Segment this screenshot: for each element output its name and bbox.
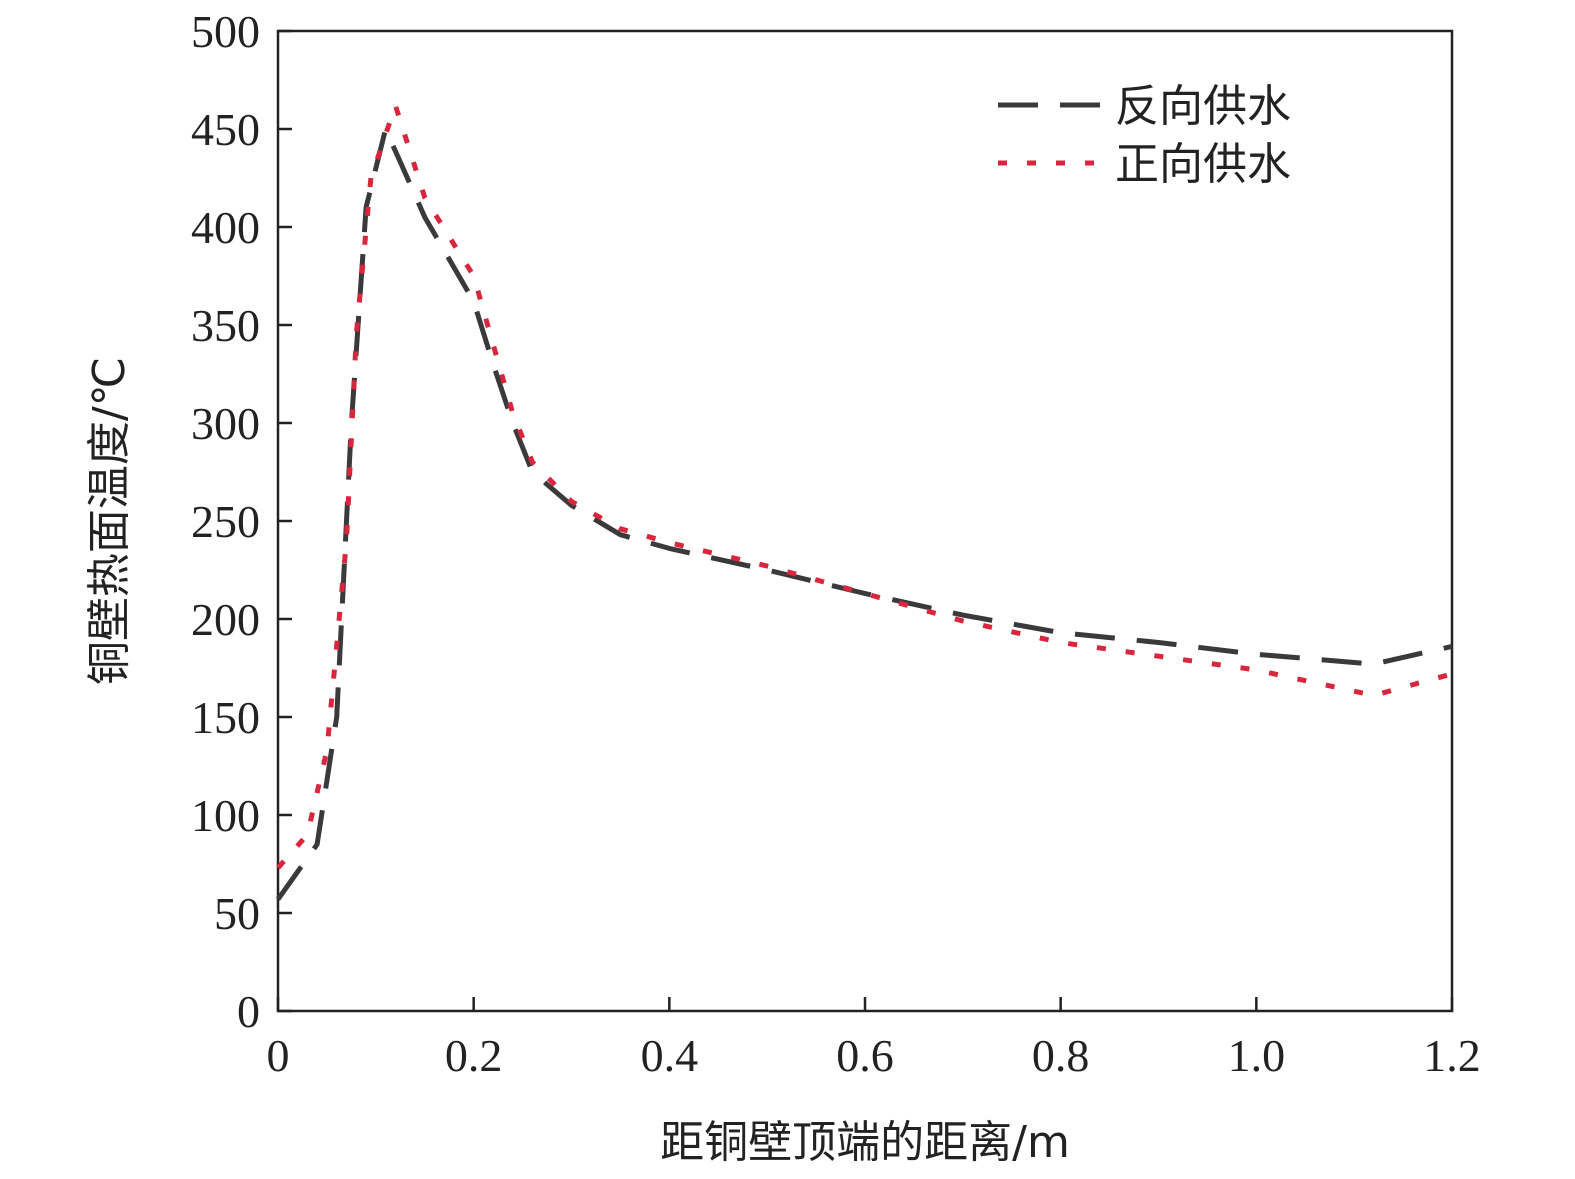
x-tick-label: 0 xyxy=(267,1030,290,1081)
y-tick-label: 150 xyxy=(191,692,260,743)
y-tick-label: 400 xyxy=(191,202,260,253)
y-tick-label: 0 xyxy=(237,986,260,1037)
x-tick-label: 0.2 xyxy=(445,1030,503,1081)
x-tick-label: 1.0 xyxy=(1228,1030,1286,1081)
axis-ticks: 0 50 100 150 200 250 300 350 400 450 500 0 0.2 0.4 0.6… xyxy=(191,6,1481,1081)
series-layer xyxy=(275,103,1453,901)
y-tick-label: 250 xyxy=(191,496,260,547)
legend-label-reverse: 反向供水 xyxy=(1115,81,1291,132)
x-tick-label: 0.8 xyxy=(1032,1030,1090,1081)
legend: 反向供水 正向供水 xyxy=(998,81,1291,190)
y-tick-label: 350 xyxy=(191,300,260,351)
y-tick-label: 300 xyxy=(191,398,260,449)
x-tick-label: 0.6 xyxy=(836,1030,894,1081)
series-line-reverse xyxy=(275,126,1453,901)
y-tick-label: 100 xyxy=(191,790,260,841)
x-tick-label: 1.2 xyxy=(1423,1030,1481,1081)
legend-label-forward: 正向供水 xyxy=(1115,139,1291,190)
x-tick-label: 0.4 xyxy=(641,1030,699,1081)
y-tick-label: 200 xyxy=(191,594,260,645)
y-axis-title: 铜壁热面温度/℃ xyxy=(84,357,135,685)
y-tick-label: 50 xyxy=(214,888,260,939)
y-tick-label: 450 xyxy=(191,104,260,155)
series-line-forward xyxy=(276,103,1453,870)
x-axis-title: 距铜壁顶端的距离/m xyxy=(660,1117,1070,1168)
y-tick-label: 500 xyxy=(191,6,260,57)
